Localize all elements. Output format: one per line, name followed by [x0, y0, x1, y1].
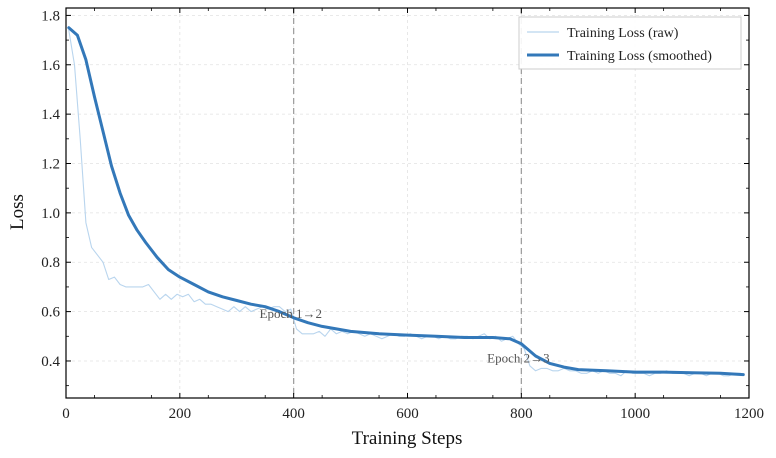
series-lines [67, 26, 745, 377]
x-tick-label: 400 [282, 406, 305, 422]
y-tick-label: 1.2 [41, 157, 60, 173]
legend-box [518, 16, 742, 70]
x-tick-label: 600 [396, 406, 419, 422]
plot-frame [65, 7, 750, 399]
y-axis-title: Loss [7, 194, 28, 230]
y-tick-label: 0.6 [41, 305, 60, 321]
x-tick-label: 1000 [620, 406, 650, 422]
y-tick-label: 0.8 [41, 255, 60, 271]
y-tick-label: 1.6 [41, 58, 60, 74]
epoch-annotation: Epoch 1→2 [260, 306, 322, 321]
y-tick-label: 1.0 [41, 206, 60, 222]
x-tick-label: 0 [62, 406, 70, 422]
x-tick-label: 200 [169, 406, 192, 422]
legend: Training Loss (raw) Training Loss (smooth… [518, 16, 742, 70]
legend-label: Training Loss (raw) [567, 26, 679, 41]
smoothed-loss-line [67, 26, 745, 377]
x-axis-title: Training Steps [352, 428, 463, 449]
epoch-boundary-lines [293, 8, 522, 398]
y-tick-label: 1.8 [41, 8, 60, 24]
x-tick-label: 1200 [734, 406, 764, 422]
epoch-annotation: Epoch 2→3 [487, 351, 549, 366]
y-tick-label: 1.4 [41, 107, 60, 123]
raw-loss-line [68, 29, 742, 377]
y-tick-label: 0.4 [41, 354, 60, 370]
legend-label: Training Loss (smoothed) [567, 49, 712, 64]
axes: 0 200 400 600 800 1000 1200 0.4 0.6 0.8 1.0 1.2 1.4 1… [41, 7, 764, 422]
annotations: Epoch 1→2 Epoch 2→3 [260, 306, 550, 365]
x-tick-label: 800 [510, 406, 533, 422]
